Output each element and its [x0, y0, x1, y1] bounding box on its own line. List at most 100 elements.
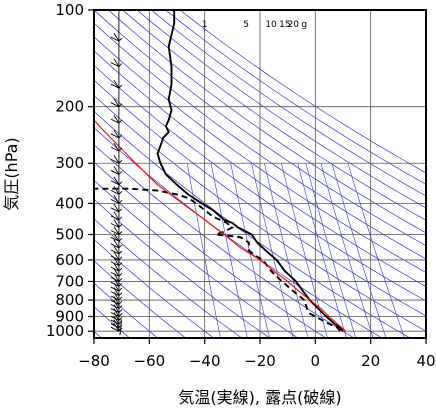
x-tick-label: 0 [311, 352, 321, 370]
wind-barb [113, 233, 120, 242]
wind-barb [118, 147, 123, 152]
wind-barb [113, 176, 120, 185]
wind-barb [118, 309, 123, 313]
y-tick-label: 400 [55, 194, 84, 212]
wind-barb [113, 322, 120, 332]
dry-adiabat [94, 144, 355, 338]
wind-barb [118, 283, 123, 287]
wind-barb [113, 195, 120, 204]
wind-barb [113, 58, 120, 67]
wind-barb [110, 299, 120, 305]
wind-barb [118, 216, 123, 221]
wind-barb [118, 237, 123, 242]
wind-barb [118, 134, 123, 139]
wind-barb [113, 155, 120, 164]
mixing-ratio-label: 20 [287, 20, 299, 30]
wind-barb [110, 215, 120, 221]
wind-barb [113, 251, 120, 261]
wind-barb [110, 36, 120, 42]
y-tick-label: 300 [55, 154, 84, 172]
wind-barb [110, 222, 120, 228]
wind-barb [113, 166, 120, 175]
mixing-ratio-label: 1 [202, 20, 208, 30]
wind-barb [110, 277, 120, 282]
x-axis-title: 気温(実線), 露点(破線) [178, 388, 341, 407]
dry-adiabat [94, 110, 411, 338]
y-axis-title: 気圧(hPa) [2, 137, 21, 210]
wind-barb [118, 103, 123, 108]
wind-barb [110, 170, 120, 175]
wind-barb [110, 158, 120, 164]
x-tick-label: −20 [244, 352, 276, 370]
dry-adiabat [94, 218, 242, 338]
wind-barb [113, 79, 120, 89]
wind-barb [110, 102, 120, 108]
wind-barb [113, 226, 120, 235]
wind-barb [118, 292, 123, 296]
wind-barb [110, 243, 120, 249]
wind-barb [113, 308, 120, 317]
y-tick-label: 700 [55, 272, 84, 290]
wind-barb [118, 250, 123, 255]
wind-barb [110, 189, 120, 195]
wind-barb [110, 198, 120, 204]
mixing-ratio-line [210, 163, 248, 338]
wind-barb [110, 207, 120, 213]
wind-barb [110, 286, 120, 292]
wind-barb [110, 312, 120, 317]
wind-barbs [110, 10, 123, 336]
dry-adiabat [94, 282, 158, 338]
dry-adiabat [108, 10, 426, 234]
wind-barb [110, 230, 120, 235]
wind-barb [110, 319, 120, 325]
wind-barb [110, 291, 120, 297]
mixing-ratio-line [347, 163, 405, 338]
wind-barb [113, 211, 120, 221]
wind-barb [118, 278, 123, 282]
wind-barb [110, 315, 120, 321]
x-tick-label: 40 [416, 352, 435, 370]
wind-barb [118, 63, 123, 67]
dry-adiabat [94, 260, 186, 338]
mixing-ratio-line [331, 163, 387, 338]
y-tick-label: 800 [55, 291, 84, 309]
mixing-ratio-line [230, 163, 270, 338]
y-tick-label: 500 [55, 226, 84, 244]
dry-adiabat [122, 10, 426, 221]
wind-barb [113, 203, 120, 213]
wind-barb [118, 273, 123, 277]
wind-barb [118, 305, 123, 309]
wind-barb [113, 312, 120, 321]
y-tick-label: 200 [55, 98, 84, 116]
wind-barb [113, 268, 120, 277]
wind-barb [110, 83, 120, 89]
dry-adiabat [94, 10, 426, 247]
mixing-ratio-label: 5 [243, 20, 249, 30]
wind-barb [110, 133, 120, 139]
wind-barb [118, 171, 123, 175]
dry-adiabat [94, 64, 426, 302]
wind-barb [110, 266, 120, 272]
mixing-ratio-line [320, 163, 374, 338]
mixing-ratio-line [297, 163, 347, 338]
mixing-ratio-line [186, 163, 221, 338]
dry-adiabat [94, 238, 214, 338]
wind-barb [118, 313, 123, 317]
dry-adiabat [94, 306, 130, 338]
wind-barb [113, 304, 120, 313]
surface-wind-barb [119, 318, 122, 336]
wind-barb [110, 261, 120, 267]
dry-adiabat [94, 36, 426, 273]
wind-barb [110, 249, 120, 255]
wind-barb [113, 32, 120, 42]
wind-barb [118, 200, 123, 204]
wind-barb [118, 159, 123, 164]
wind-barb [118, 84, 123, 89]
wind-barb [113, 129, 120, 139]
wind-barb [110, 62, 120, 67]
wind-barb [118, 317, 123, 321]
wind-barb [113, 245, 120, 255]
wind-barb [113, 239, 120, 249]
